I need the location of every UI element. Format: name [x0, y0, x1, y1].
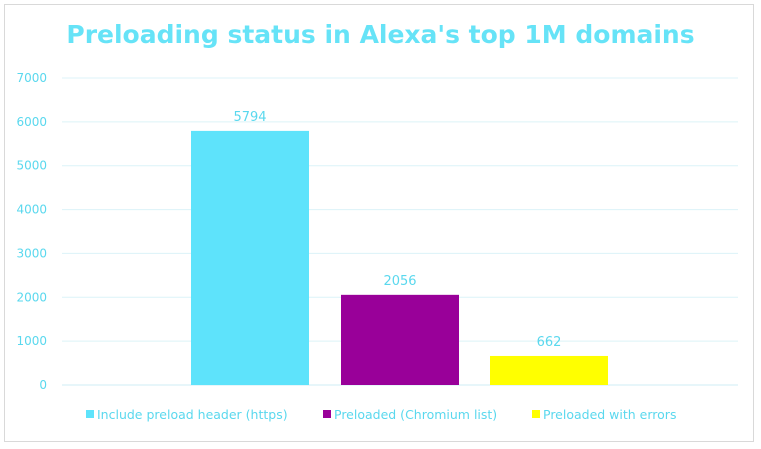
data-label: 5794	[233, 110, 266, 125]
legend-item: Preloaded (Chromium list)	[323, 407, 497, 422]
y-tick-label: 7000	[16, 71, 47, 85]
y-tick-label: 5000	[16, 159, 47, 173]
data-label: 2056	[383, 274, 416, 289]
legend-swatch	[86, 410, 94, 418]
legend: Include preload header (https) Preloaded …	[86, 407, 676, 422]
y-tick-label: 0	[39, 378, 47, 392]
y-axis-ticks: 0 1000 2000 3000 4000 5000 6000 7000	[16, 71, 47, 392]
bar	[490, 355, 608, 385]
chart-title: Preloading status in Alexa's top 1M doma…	[66, 20, 695, 49]
data-label: 662	[537, 335, 562, 350]
legend-label: Preloaded with errors	[543, 407, 676, 422]
legend-swatch	[532, 410, 540, 418]
bars	[191, 130, 608, 385]
legend-item: Include preload header (https)	[86, 407, 288, 422]
y-tick-label: 2000	[16, 290, 47, 304]
y-tick-label: 6000	[16, 115, 47, 129]
bar	[191, 130, 309, 385]
y-tick-label: 1000	[16, 334, 47, 348]
data-labels: 5794 2056 662	[233, 110, 561, 350]
legend-label: Preloaded (Chromium list)	[334, 407, 497, 422]
y-tick-label: 4000	[16, 203, 47, 217]
y-tick-label: 3000	[16, 246, 47, 260]
legend-swatch	[323, 410, 331, 418]
bar	[341, 294, 459, 385]
legend-label: Include preload header (https)	[97, 407, 288, 422]
legend-item: Preloaded with errors	[532, 407, 676, 422]
